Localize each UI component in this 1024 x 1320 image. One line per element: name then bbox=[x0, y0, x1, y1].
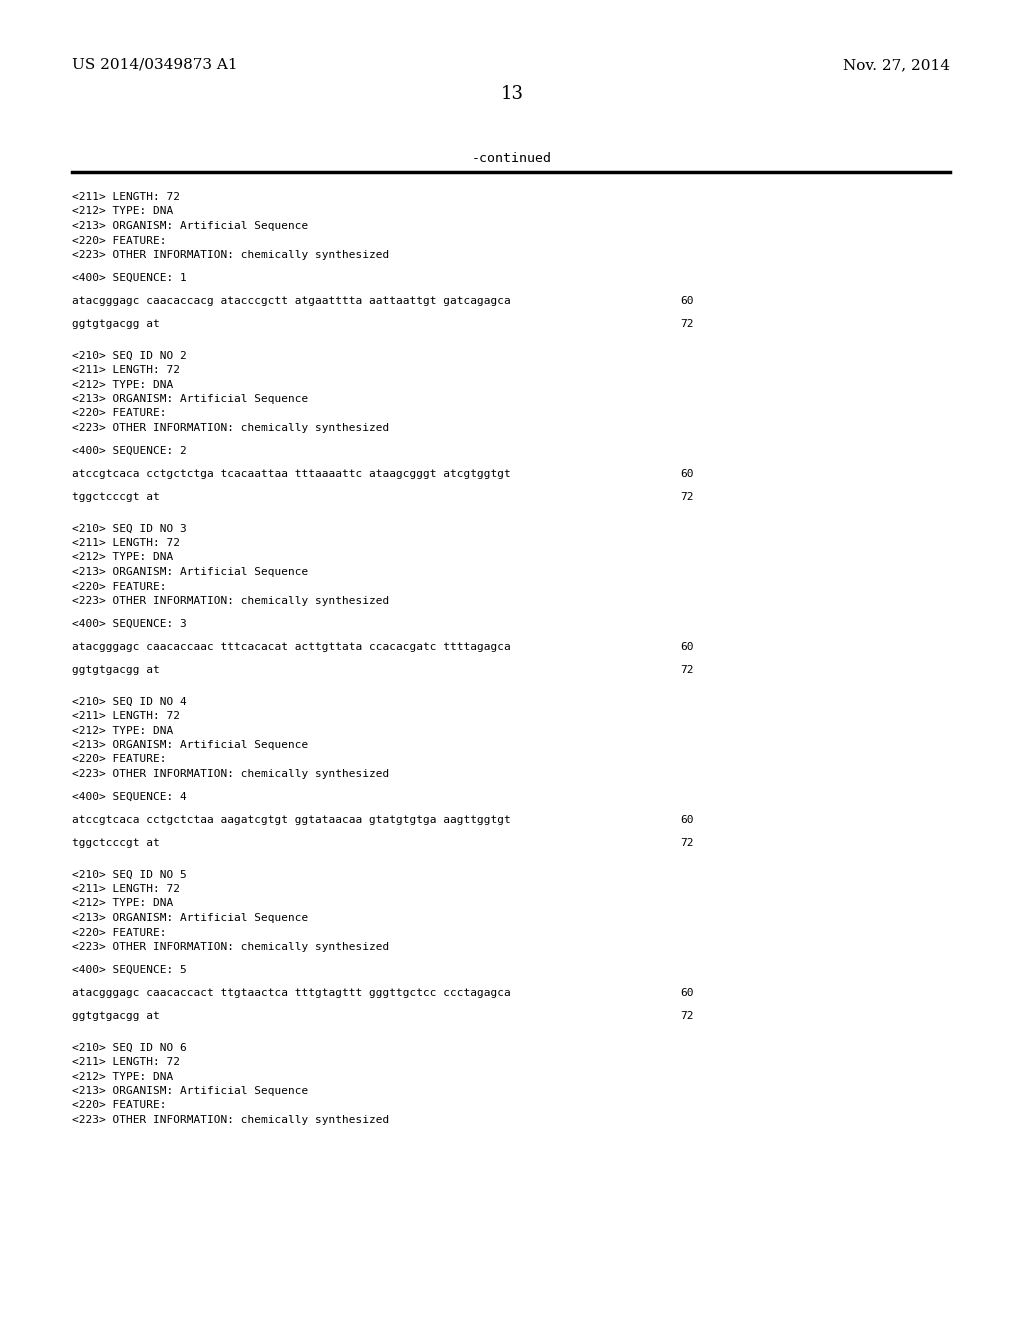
Text: tggctcccgt at: tggctcccgt at bbox=[72, 492, 160, 502]
Text: <400> SEQUENCE: 4: <400> SEQUENCE: 4 bbox=[72, 792, 186, 803]
Text: <212> TYPE: DNA: <212> TYPE: DNA bbox=[72, 899, 173, 908]
Text: <210> SEQ ID NO 5: <210> SEQ ID NO 5 bbox=[72, 870, 186, 879]
Text: <220> FEATURE:: <220> FEATURE: bbox=[72, 1101, 167, 1110]
Text: 60: 60 bbox=[680, 642, 693, 652]
Text: <211> LENGTH: 72: <211> LENGTH: 72 bbox=[72, 1057, 180, 1067]
Text: atccgtcaca cctgctctga tcacaattaa tttaaaattc ataagcgggt atcgtggtgt: atccgtcaca cctgctctga tcacaattaa tttaaaa… bbox=[72, 469, 511, 479]
Text: <210> SEQ ID NO 2: <210> SEQ ID NO 2 bbox=[72, 351, 186, 360]
Text: <400> SEQUENCE: 3: <400> SEQUENCE: 3 bbox=[72, 619, 186, 630]
Text: <400> SEQUENCE: 5: <400> SEQUENCE: 5 bbox=[72, 965, 186, 975]
Text: <210> SEQ ID NO 4: <210> SEQ ID NO 4 bbox=[72, 697, 186, 706]
Text: <211> LENGTH: 72: <211> LENGTH: 72 bbox=[72, 884, 180, 894]
Text: US 2014/0349873 A1: US 2014/0349873 A1 bbox=[72, 58, 238, 73]
Text: <213> ORGANISM: Artificial Sequence: <213> ORGANISM: Artificial Sequence bbox=[72, 913, 308, 923]
Text: <220> FEATURE:: <220> FEATURE: bbox=[72, 582, 167, 591]
Text: atacgggagc caacaccaac tttcacacat acttgttata ccacacgatc ttttagagca: atacgggagc caacaccaac tttcacacat acttgtt… bbox=[72, 642, 511, 652]
Text: <223> OTHER INFORMATION: chemically synthesized: <223> OTHER INFORMATION: chemically synt… bbox=[72, 770, 389, 779]
Text: <210> SEQ ID NO 3: <210> SEQ ID NO 3 bbox=[72, 524, 186, 533]
Text: Nov. 27, 2014: Nov. 27, 2014 bbox=[843, 58, 950, 73]
Text: 72: 72 bbox=[680, 319, 693, 329]
Text: <213> ORGANISM: Artificial Sequence: <213> ORGANISM: Artificial Sequence bbox=[72, 1086, 308, 1096]
Text: <213> ORGANISM: Artificial Sequence: <213> ORGANISM: Artificial Sequence bbox=[72, 568, 308, 577]
Text: <211> LENGTH: 72: <211> LENGTH: 72 bbox=[72, 539, 180, 548]
Text: <212> TYPE: DNA: <212> TYPE: DNA bbox=[72, 1072, 173, 1081]
Text: atacgggagc caacaccact ttgtaactca tttgtagttt gggttgctcc ccctagagca: atacgggagc caacaccact ttgtaactca tttgtag… bbox=[72, 987, 511, 998]
Text: <400> SEQUENCE: 1: <400> SEQUENCE: 1 bbox=[72, 273, 186, 282]
Text: 60: 60 bbox=[680, 296, 693, 306]
Text: <220> FEATURE:: <220> FEATURE: bbox=[72, 235, 167, 246]
Text: <212> TYPE: DNA: <212> TYPE: DNA bbox=[72, 726, 173, 735]
Text: <223> OTHER INFORMATION: chemically synthesized: <223> OTHER INFORMATION: chemically synt… bbox=[72, 422, 389, 433]
Text: atacgggagc caacaccacg atacccgctt atgaatttta aattaattgt gatcagagca: atacgggagc caacaccacg atacccgctt atgaatt… bbox=[72, 296, 511, 306]
Text: 60: 60 bbox=[680, 814, 693, 825]
Text: -continued: -continued bbox=[472, 152, 552, 165]
Text: <213> ORGANISM: Artificial Sequence: <213> ORGANISM: Artificial Sequence bbox=[72, 741, 308, 750]
Text: 13: 13 bbox=[501, 84, 523, 103]
Text: <210> SEQ ID NO 6: <210> SEQ ID NO 6 bbox=[72, 1043, 186, 1052]
Text: <211> LENGTH: 72: <211> LENGTH: 72 bbox=[72, 191, 180, 202]
Text: <212> TYPE: DNA: <212> TYPE: DNA bbox=[72, 380, 173, 389]
Text: ggtgtgacgg at: ggtgtgacgg at bbox=[72, 665, 160, 675]
Text: tggctcccgt at: tggctcccgt at bbox=[72, 838, 160, 847]
Text: <223> OTHER INFORMATION: chemically synthesized: <223> OTHER INFORMATION: chemically synt… bbox=[72, 1115, 389, 1125]
Text: atccgtcaca cctgctctaa aagatcgtgt ggtataacaa gtatgtgtga aagttggtgt: atccgtcaca cctgctctaa aagatcgtgt ggtataa… bbox=[72, 814, 511, 825]
Text: 72: 72 bbox=[680, 665, 693, 675]
Text: <400> SEQUENCE: 2: <400> SEQUENCE: 2 bbox=[72, 446, 186, 455]
Text: ggtgtgacgg at: ggtgtgacgg at bbox=[72, 1011, 160, 1020]
Text: ggtgtgacgg at: ggtgtgacgg at bbox=[72, 319, 160, 329]
Text: <220> FEATURE:: <220> FEATURE: bbox=[72, 408, 167, 418]
Text: 72: 72 bbox=[680, 492, 693, 502]
Text: <220> FEATURE:: <220> FEATURE: bbox=[72, 755, 167, 764]
Text: <223> OTHER INFORMATION: chemically synthesized: <223> OTHER INFORMATION: chemically synt… bbox=[72, 597, 389, 606]
Text: <211> LENGTH: 72: <211> LENGTH: 72 bbox=[72, 366, 180, 375]
Text: 72: 72 bbox=[680, 1011, 693, 1020]
Text: <212> TYPE: DNA: <212> TYPE: DNA bbox=[72, 206, 173, 216]
Text: <223> OTHER INFORMATION: chemically synthesized: <223> OTHER INFORMATION: chemically synt… bbox=[72, 942, 389, 952]
Text: <223> OTHER INFORMATION: chemically synthesized: <223> OTHER INFORMATION: chemically synt… bbox=[72, 249, 389, 260]
Text: <211> LENGTH: 72: <211> LENGTH: 72 bbox=[72, 711, 180, 721]
Text: 60: 60 bbox=[680, 987, 693, 998]
Text: 60: 60 bbox=[680, 469, 693, 479]
Text: 72: 72 bbox=[680, 838, 693, 847]
Text: <213> ORGANISM: Artificial Sequence: <213> ORGANISM: Artificial Sequence bbox=[72, 220, 308, 231]
Text: <212> TYPE: DNA: <212> TYPE: DNA bbox=[72, 553, 173, 562]
Text: <213> ORGANISM: Artificial Sequence: <213> ORGANISM: Artificial Sequence bbox=[72, 393, 308, 404]
Text: <220> FEATURE:: <220> FEATURE: bbox=[72, 928, 167, 937]
